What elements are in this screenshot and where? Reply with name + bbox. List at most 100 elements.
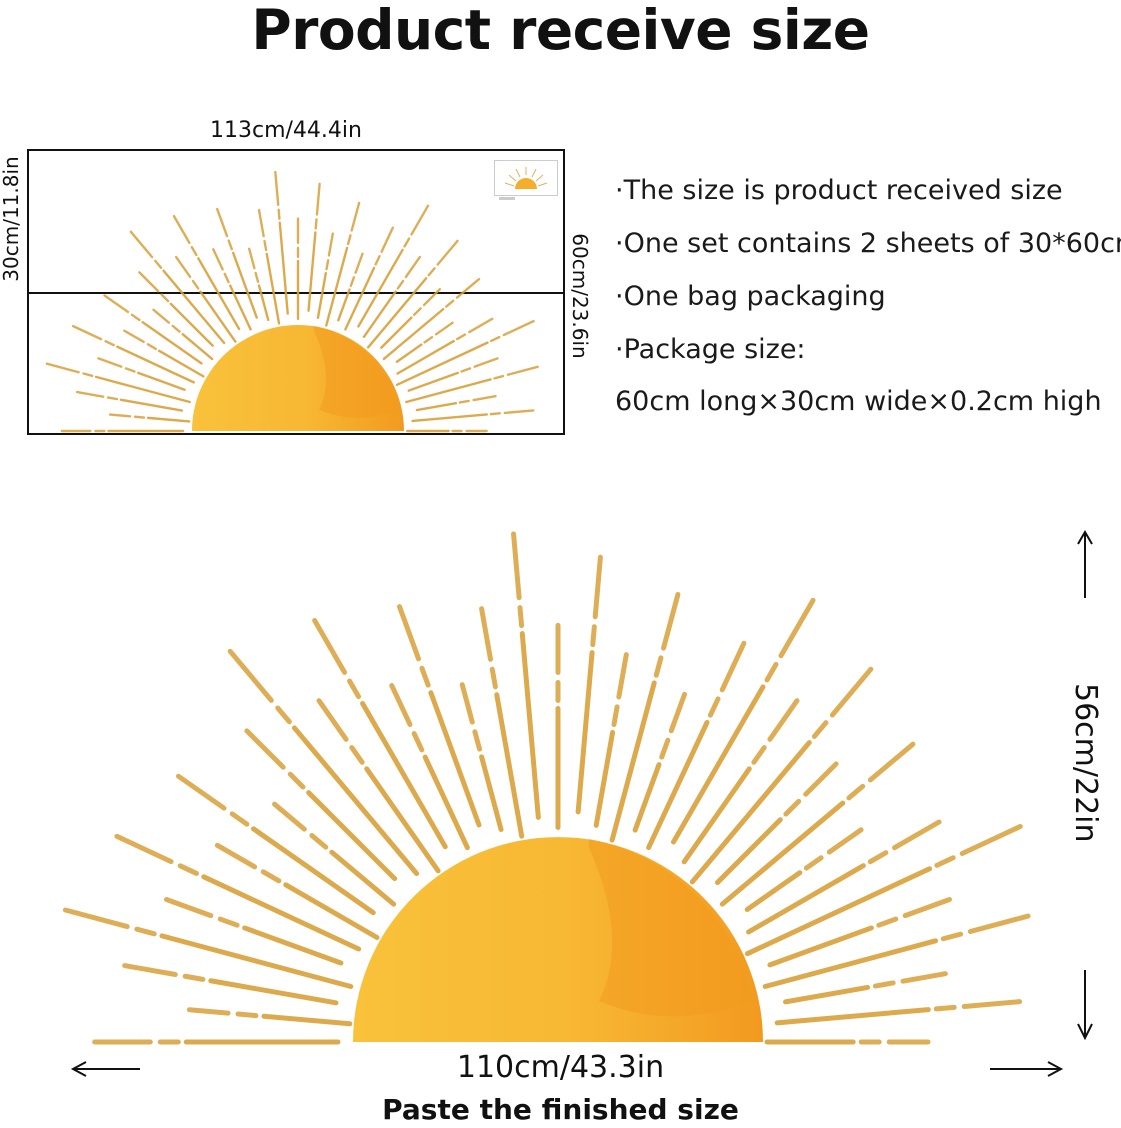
sun-ray-dash: [940, 931, 964, 942]
sun-ray-dash: [62, 907, 130, 930]
sun-ray-dash: [455, 333, 467, 341]
sun-ray-dash: [316, 698, 349, 742]
sun-ray: [714, 817, 783, 886]
sun-ray: [197, 257, 241, 331]
sun-ray-dash: [186, 1007, 231, 1016]
sun-ray-dash: [152, 308, 171, 324]
sun-ray: [689, 740, 812, 885]
sun-ray-dash: [106, 396, 119, 401]
sun-ray-dash: [244, 728, 286, 770]
sun-ray-dash: [829, 666, 874, 718]
sun-ray-dash: [590, 624, 597, 648]
sun-ray-dash: [214, 842, 258, 870]
sun-ray: [360, 700, 448, 850]
sun-ray-dash: [191, 279, 200, 290]
sun-ray-dash: [75, 390, 105, 398]
sun-ray: [593, 729, 616, 828]
sun-ray-dash: [123, 329, 145, 344]
sun-shade: [313, 326, 399, 418]
sun-ray-dash: [783, 798, 802, 817]
sun-ray-dash: [668, 691, 688, 734]
sun-ray: [681, 766, 752, 865]
sun-ray: [746, 863, 866, 935]
sun-ray: [136, 371, 186, 391]
sun-ray: [306, 790, 398, 882]
sun-ray: [337, 288, 351, 322]
sun-ray: [119, 398, 184, 412]
sun-ray-dash: [312, 618, 348, 675]
sun-ray: [396, 339, 455, 375]
sun-ray-dash: [108, 413, 132, 418]
info-line-4: ·Package size:: [615, 334, 806, 365]
sun-ray-dash: [216, 207, 229, 238]
info-line-2: ·One set contains 2 sheets of 30*60cm: [615, 228, 1121, 259]
sun-ray-dash: [493, 374, 505, 380]
finished-caption: Paste the finished size: [382, 1093, 739, 1126]
sun-ray-dash: [436, 239, 459, 266]
sun-ray-dash: [489, 412, 502, 416]
sun-ray-dash: [71, 324, 103, 341]
sun-ray-dash: [423, 335, 434, 344]
sun-ray-dash: [511, 531, 522, 601]
sun-ray: [479, 754, 504, 832]
sun-ray-dash: [892, 819, 942, 851]
finished-height-label: 56cm/22in: [1068, 683, 1103, 843]
info-line-3: ·One bag packaging: [615, 281, 886, 312]
sun-ray: [411, 413, 489, 423]
sun-ray: [201, 874, 362, 952]
sun-ray: [767, 925, 874, 968]
sun-ray-dash: [719, 640, 747, 693]
sun-ray-dash: [411, 731, 425, 753]
sun-ray-dash: [314, 218, 318, 230]
sun-ray: [744, 866, 933, 957]
info-line-5: 60cm long×30cm wide×0.2cm high: [615, 386, 1102, 417]
sun-ray: [405, 378, 492, 404]
sun-ray-dash: [163, 896, 214, 919]
sun-ray-dash: [419, 665, 431, 688]
finished-sun-illustration: [62, 531, 1031, 1045]
sun-ray-dash: [846, 783, 866, 801]
sun-ray-dash: [811, 720, 829, 739]
sun-ray-dash: [934, 855, 956, 868]
sun-ray-dash: [611, 704, 620, 728]
sun-ray-dash: [959, 823, 1023, 857]
sun-ray-dash: [349, 745, 365, 765]
sun-ray: [146, 416, 191, 423]
sun-ray: [671, 684, 766, 845]
sun-ray-dash: [473, 357, 499, 368]
preview-sheet-height-label: 30cm/11.8in: [0, 156, 23, 282]
preview-width-label: 113cm/44.4in: [210, 118, 362, 143]
sun-ray: [609, 680, 657, 843]
sun-ray-dash: [412, 307, 422, 317]
sun-ray-dash: [445, 299, 455, 308]
sun-ray: [344, 266, 376, 331]
sun-ray-dash: [346, 234, 352, 246]
thumbnail-image: [494, 160, 558, 200]
preview-total-height-label: 60cm/23.6in: [568, 233, 592, 359]
sun-ray-dash: [229, 811, 250, 827]
sun-ray-dash: [350, 201, 361, 232]
sun-ray: [519, 631, 541, 820]
sun-ray-dash: [767, 698, 800, 742]
sun-ray-dash: [503, 409, 535, 415]
sun-ray-dash: [45, 362, 80, 374]
sun-ray-dash: [389, 683, 413, 727]
sun-ray-dash: [803, 855, 824, 871]
sun-ray: [231, 251, 258, 319]
sun-ray-dash: [130, 313, 141, 322]
sun-ray: [364, 766, 441, 874]
sun-ray-dash: [263, 239, 268, 252]
sun-ray-dash: [826, 827, 864, 855]
sun-ray-dash: [287, 771, 306, 790]
sun-ray: [325, 246, 349, 327]
sun-ray: [181, 333, 214, 361]
sun-ray-dash: [933, 1004, 957, 1012]
sun-ray-dash: [902, 896, 953, 919]
sun-ray-dash: [257, 208, 265, 238]
sun-ray: [229, 284, 252, 331]
sun-ray-dash: [82, 372, 94, 378]
sun-ray: [407, 371, 460, 392]
sun-ray-dash: [489, 666, 498, 690]
sun-ray-dash: [182, 973, 206, 982]
sun-ray-dash: [212, 248, 224, 271]
